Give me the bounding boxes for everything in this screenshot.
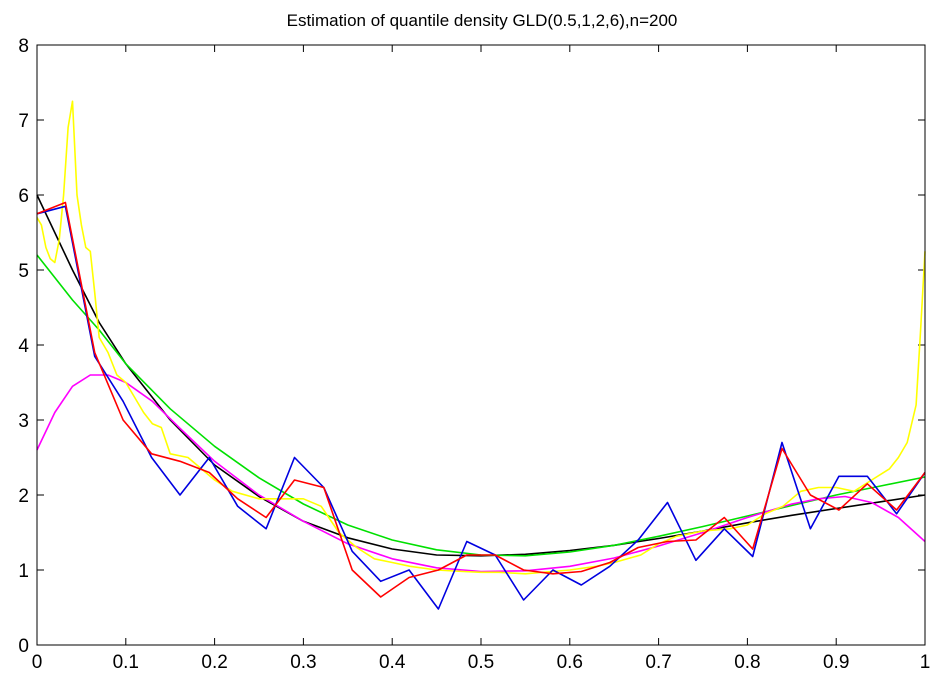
y-tick-label: 5 [18,261,29,282]
chart-title: Estimation of quantile density GLD(0.5,1… [287,11,678,30]
x-tick-label: 0.8 [734,652,760,673]
y-tick-label: 2 [18,486,29,507]
y-tick-label: 8 [18,36,29,57]
axes-layer: 0 0.1 0.2 0.3 0.4 0.5 0.6 0.7 0.8 0.9 1 0 1 2 3 4 5 6 7 8 [18,36,930,673]
y-tick-label: 0 [18,636,29,657]
series-line-2 [36,374,926,573]
series-line-5 [36,201,926,598]
x-tick-label: 0.1 [113,652,139,673]
y-tick-label: 7 [18,111,29,132]
series-layer [36,100,926,610]
y-tick-label: 3 [18,411,29,432]
y-tick-label: 4 [18,336,29,357]
y-tick-label: 6 [18,186,29,207]
x-tick-label: 0.4 [379,652,406,673]
x-tick-label: 1 [920,652,931,673]
x-tick-label: 0.7 [645,652,671,673]
x-tick-label: 0 [32,652,43,673]
x-tick-label: 0.9 [823,652,849,673]
x-tick-label: 0.6 [557,652,583,673]
x-tick-label: 0.2 [201,652,227,673]
series-line-3 [36,100,926,575]
x-tick-label: 0.5 [468,652,494,673]
series-line-0 [36,194,926,557]
series-line-4 [36,205,926,610]
series-line-1 [36,254,926,557]
plot-frame [36,44,926,646]
x-tick-label: 0.3 [290,652,316,673]
y-tick-label: 1 [18,561,29,582]
